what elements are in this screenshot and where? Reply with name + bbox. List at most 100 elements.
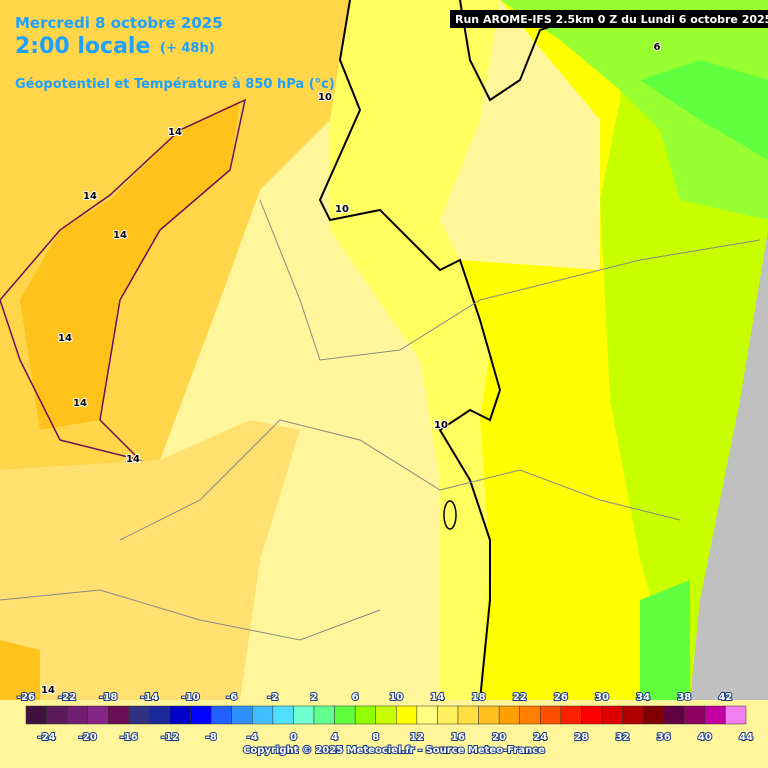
island bbox=[443, 500, 457, 530]
contour-label: 14 bbox=[41, 685, 55, 696]
color-swatch bbox=[622, 705, 644, 725]
legend-label: 38 bbox=[677, 692, 691, 703]
legend-label: 36 bbox=[657, 732, 671, 743]
color-swatch bbox=[581, 705, 603, 725]
yellow-zone bbox=[330, 0, 500, 700]
legend-label: 22 bbox=[513, 692, 527, 703]
time: 2:00 locale bbox=[15, 34, 150, 59]
color-swatch bbox=[663, 705, 685, 725]
legend-label: -12 bbox=[161, 732, 179, 743]
legend-label: 40 bbox=[698, 732, 712, 743]
contour-label: 14 bbox=[168, 127, 182, 138]
color-swatch bbox=[231, 705, 253, 725]
color-swatch bbox=[416, 705, 438, 725]
color-swatch bbox=[457, 705, 479, 725]
contour-label: 14 bbox=[126, 454, 140, 465]
legend-label: 6 bbox=[352, 692, 359, 703]
color-swatch bbox=[108, 705, 130, 725]
border-line bbox=[119, 419, 681, 541]
contour-label: 10 bbox=[318, 92, 332, 103]
color-swatch bbox=[725, 705, 747, 725]
contour-label: 14 bbox=[113, 230, 127, 241]
legend-label: -8 bbox=[206, 732, 217, 743]
bright-yellow-zone-2 bbox=[460, 260, 640, 700]
legend-label: 8 bbox=[372, 732, 379, 743]
color-swatch bbox=[46, 705, 68, 725]
color-swatch bbox=[210, 705, 232, 725]
isotherm-14 bbox=[0, 98, 247, 462]
color-swatch bbox=[642, 705, 664, 725]
warm-zone bbox=[20, 100, 240, 430]
color-swatch bbox=[704, 705, 726, 725]
legend-label: -24 bbox=[38, 732, 56, 743]
green-zone bbox=[500, 0, 768, 220]
color-swatch bbox=[601, 705, 623, 725]
legend-label: 2 bbox=[311, 692, 318, 703]
legend-label: 24 bbox=[533, 732, 547, 743]
legend-label: 14 bbox=[430, 692, 444, 703]
run-info: Run AROME-IFS 2.5km 0 Z du Lundi 6 octob… bbox=[455, 13, 768, 26]
color-swatch bbox=[169, 705, 191, 725]
color-swatch bbox=[149, 705, 171, 725]
legend-label: -18 bbox=[99, 692, 117, 703]
legend-label: -16 bbox=[120, 732, 138, 743]
color-swatch bbox=[478, 705, 500, 725]
lead-time: (+ 48h) bbox=[160, 41, 215, 56]
light-orange-zone bbox=[0, 420, 300, 700]
legend-label: 32 bbox=[616, 732, 630, 743]
color-swatch bbox=[252, 705, 274, 725]
legend-label: -20 bbox=[79, 732, 97, 743]
isotherm-10 bbox=[318, 0, 502, 701]
legend-label: -2 bbox=[267, 692, 278, 703]
legend-label: 26 bbox=[554, 692, 568, 703]
color-swatch bbox=[87, 705, 109, 725]
run-box bbox=[450, 10, 768, 28]
color-swatch bbox=[498, 705, 520, 725]
contour-label: 10 bbox=[335, 204, 349, 215]
color-swatch bbox=[375, 705, 397, 725]
legend-label: 18 bbox=[472, 692, 486, 703]
legend-label: 34 bbox=[636, 692, 650, 703]
contour-label: 14 bbox=[73, 398, 87, 409]
color-swatch bbox=[354, 705, 376, 725]
contour-label: 10 bbox=[434, 420, 448, 431]
no-data-zone bbox=[690, 230, 768, 700]
legend-label: -22 bbox=[58, 692, 76, 703]
color-swatch bbox=[66, 705, 88, 725]
color-swatch bbox=[313, 705, 335, 725]
color-swatch bbox=[540, 705, 562, 725]
contour-label: 14 bbox=[83, 191, 97, 202]
legend-label: -6 bbox=[226, 692, 237, 703]
legend-label: 12 bbox=[410, 732, 424, 743]
isotherm-10-north bbox=[459, 0, 571, 102]
warm-zone-south bbox=[0, 640, 40, 700]
coast-line bbox=[0, 589, 381, 641]
legend-label: -4 bbox=[247, 732, 258, 743]
color-swatch bbox=[272, 705, 294, 725]
date: Mercredi 8 octobre 2025 bbox=[15, 14, 223, 32]
contour-label: 14 bbox=[58, 333, 72, 344]
legend-label: 44 bbox=[739, 732, 753, 743]
legend-label: -26 bbox=[17, 692, 35, 703]
legend-label: 16 bbox=[451, 732, 465, 743]
green-zone-2 bbox=[640, 60, 768, 160]
green-zone-south bbox=[640, 580, 690, 700]
legend-label: 4 bbox=[331, 732, 338, 743]
color-swatch bbox=[334, 705, 356, 725]
color-swatch bbox=[437, 705, 459, 725]
color-swatch bbox=[190, 705, 212, 725]
parameter: Géopotentiel et Température à 850 hPa (°… bbox=[15, 77, 335, 92]
copyright: Copyright © 2025 Meteociel.fr - Source M… bbox=[243, 745, 545, 756]
legend-label: 10 bbox=[389, 692, 403, 703]
legend-label: 42 bbox=[718, 692, 732, 703]
color-swatch bbox=[25, 705, 47, 725]
legend-label: 28 bbox=[574, 732, 588, 743]
color-swatch bbox=[560, 705, 582, 725]
color-swatch bbox=[684, 705, 706, 725]
color-swatch bbox=[396, 705, 418, 725]
colorbar: -26 -22 -18 -14 -10 -6 -2 2 6 10 14 18 22 26 30 34 38 42-… bbox=[16, 691, 754, 744]
legend-label: 0 bbox=[290, 732, 297, 743]
color-swatch bbox=[128, 705, 150, 725]
